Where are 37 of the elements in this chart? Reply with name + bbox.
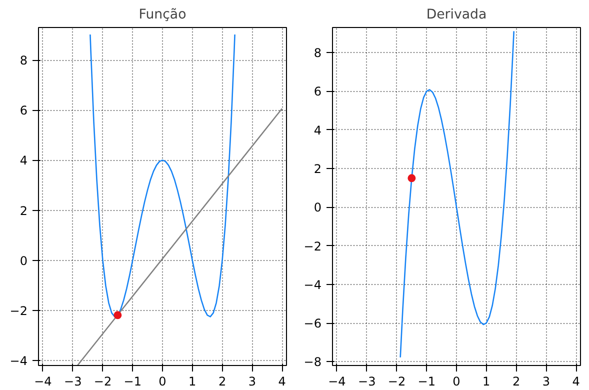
x-tick-label: 1 (188, 374, 196, 388)
y-tick-label: 0 (314, 200, 322, 215)
y-tick-label: 2 (314, 162, 322, 176)
y-tick-label: −2 (304, 239, 322, 254)
y-tick-label: −6 (304, 316, 322, 331)
y-tick-label: 8 (314, 46, 322, 60)
x-tick-label: 3 (248, 374, 256, 388)
chart-title: Derivada (426, 8, 487, 22)
y-tick-label: 4 (314, 123, 322, 138)
x-tick-label: 0 (452, 374, 460, 388)
chart-title: Função (138, 8, 186, 22)
x-tick-label: −4 (328, 374, 346, 388)
y-tick-label: 4 (20, 154, 28, 168)
y-tick-label: 6 (314, 84, 322, 99)
x-tick-label: −4 (34, 374, 52, 388)
y-tick-label: −2 (10, 304, 28, 318)
x-tick-label: −3 (358, 374, 376, 388)
x-tick-label: 0 (158, 374, 166, 388)
x-tick-label: −1 (124, 374, 142, 388)
y-tick-label: 0 (20, 254, 28, 268)
x-tick-label: −2 (388, 374, 406, 388)
x-tick-label: 4 (572, 374, 580, 388)
y-tick-label: −4 (10, 354, 28, 368)
y-tick-label: −4 (304, 278, 322, 292)
x-tick-label: −2 (94, 374, 112, 388)
y-tick-label: 6 (20, 104, 28, 118)
x-tick-label: 4 (278, 374, 286, 388)
x-tick-label: −1 (418, 374, 436, 388)
line-series (400, 30, 515, 358)
y-tick-label: 8 (20, 54, 28, 68)
x-tick-label: 3 (542, 374, 550, 388)
y-tick-label: 2 (20, 204, 28, 218)
x-tick-label: −3 (64, 374, 82, 388)
x-tick-label: 1 (482, 374, 490, 388)
x-tick-label: 2 (512, 374, 520, 388)
x-tick-label: 2 (218, 374, 226, 388)
y-tick-label: −8 (304, 355, 322, 370)
